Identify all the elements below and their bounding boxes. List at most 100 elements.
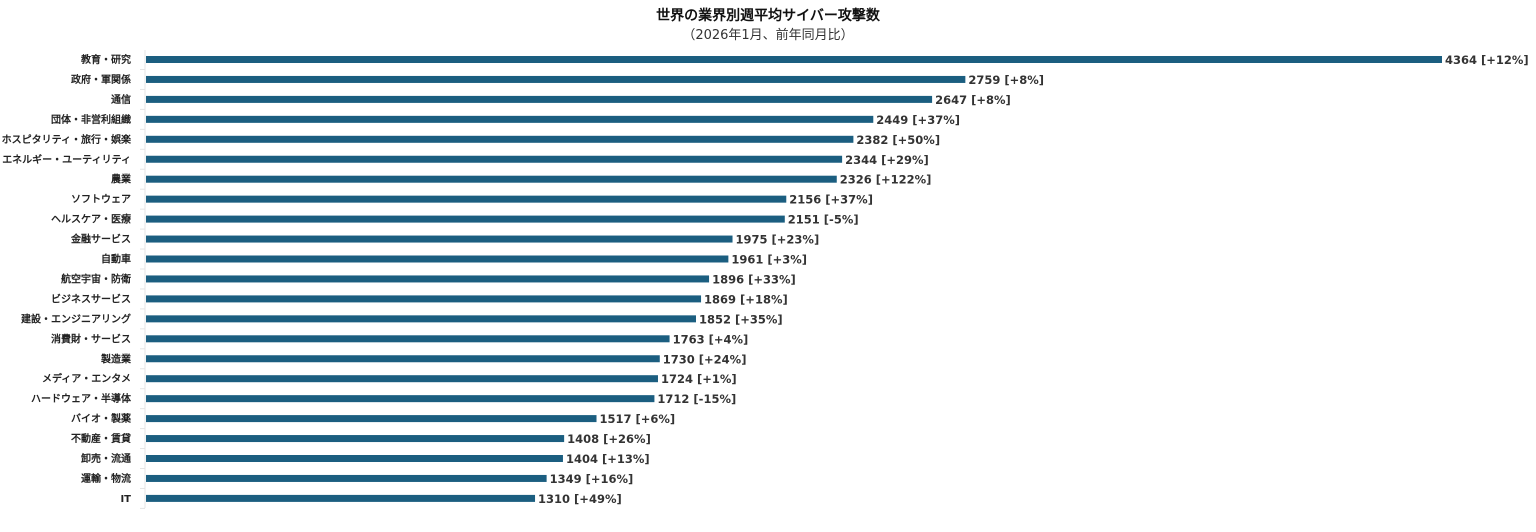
data-label: 4364 [+12%] [1445, 53, 1529, 67]
data-change: [-5%] [824, 213, 859, 227]
category-label: 建設・エンジニアリング [20, 312, 131, 325]
data-change: [+18%] [740, 292, 788, 306]
category-label: 航空宇宙・防衛 [61, 272, 131, 285]
data-label: 1730 [+24%] [663, 352, 747, 366]
data-change: [+35%] [735, 312, 783, 326]
bar [146, 375, 658, 383]
bar [146, 415, 597, 423]
data-value: 4364 [1445, 53, 1477, 67]
data-label: 1763 [+4%] [673, 332, 749, 346]
bar [146, 235, 733, 243]
bar [146, 255, 729, 263]
data-change: [+23%] [772, 233, 820, 247]
data-change: [+1%] [697, 372, 737, 386]
category-label: ハードウェア・半導体 [31, 392, 132, 405]
category-label: 農業 [111, 173, 132, 186]
data-change: [+3%] [767, 253, 807, 267]
data-value: 2647 [935, 93, 967, 107]
data-value: 1852 [699, 312, 731, 326]
category-label: IT [120, 494, 131, 505]
bar [146, 195, 787, 203]
data-value: 1310 [538, 492, 570, 506]
data-value: 2344 [845, 153, 877, 167]
chart-title: 世界の業界別週平均サイバー攻撃数 [656, 7, 881, 24]
bar [146, 395, 655, 403]
bar [146, 494, 536, 502]
data-change: [+33%] [748, 272, 796, 286]
data-label: 1869 [+18%] [704, 292, 788, 306]
category-label: 卸売・流通 [81, 452, 131, 465]
category-label: 金融サービス [70, 233, 131, 246]
category-label: 運輸・物流 [81, 472, 131, 485]
data-value: 1517 [600, 412, 632, 426]
data-change: [+122%] [876, 173, 932, 187]
data-label: 1404 [+13%] [566, 452, 650, 466]
category-label: ビジネスサービス [51, 292, 131, 305]
category-label: 団体・非営利組織 [51, 113, 131, 126]
bar [146, 75, 966, 83]
data-value: 2151 [788, 213, 820, 227]
category-label: ヘルスケア・医療 [51, 213, 131, 226]
data-change: [+29%] [881, 153, 929, 167]
data-value: 2449 [876, 113, 908, 127]
data-value: 2156 [789, 193, 821, 207]
data-value: 2759 [968, 73, 1000, 87]
data-label: 2382 [+50%] [856, 133, 940, 147]
data-change: [+26%] [603, 432, 651, 446]
data-value: 1869 [704, 292, 736, 306]
data-label: 1310 [+49%] [538, 492, 622, 506]
data-label: 1961 [+3%] [731, 253, 807, 267]
bar [146, 315, 696, 323]
data-label: 1975 [+23%] [736, 233, 820, 247]
category-label: 製造業 [100, 352, 132, 365]
data-label: 2344 [+29%] [845, 153, 929, 167]
bar [146, 155, 843, 163]
data-value: 2382 [856, 133, 888, 147]
data-label: 2449 [+37%] [876, 113, 960, 127]
category-label: 自動車 [101, 253, 131, 266]
data-change: [+50%] [892, 133, 940, 147]
chart-subtitle: （2026年1月、前年同月比） [682, 27, 853, 43]
data-value: 1730 [663, 352, 695, 366]
data-change: [+16%] [586, 472, 634, 486]
data-label: 1349 [+16%] [550, 472, 634, 486]
data-change: [+37%] [825, 193, 873, 207]
data-label: 2326 [+122%] [840, 173, 932, 187]
bar [146, 435, 565, 443]
data-change: [+12%] [1481, 53, 1529, 67]
category-label: ホスピタリティ・旅行・娯楽 [2, 133, 132, 146]
data-label: 1712 [-15%] [657, 392, 736, 406]
data-change: [+24%] [699, 352, 747, 366]
bar [146, 275, 710, 283]
bar [146, 115, 874, 123]
data-value: 1404 [566, 452, 598, 466]
bar [146, 95, 933, 103]
data-change: [-15%] [693, 392, 736, 406]
category-label: 通信 [111, 93, 131, 106]
data-change: [+49%] [574, 492, 622, 506]
data-value: 1712 [657, 392, 689, 406]
data-value: 1975 [736, 233, 768, 247]
data-label: 2647 [+8%] [935, 93, 1011, 107]
data-value: 1724 [661, 372, 693, 386]
data-value: 1408 [567, 432, 599, 446]
category-label: 政府・軍関係 [71, 73, 131, 86]
data-label: 1852 [+35%] [699, 312, 783, 326]
data-change: [+37%] [912, 113, 960, 127]
category-label: バイオ・製薬 [71, 412, 132, 425]
bar [146, 295, 702, 303]
data-change: [+4%] [709, 332, 749, 346]
bar [146, 474, 547, 482]
data-label: 1724 [+1%] [661, 372, 737, 386]
bar [146, 215, 785, 223]
category-label: メディア・エンタメ [42, 372, 131, 385]
data-change: [+8%] [1004, 73, 1044, 87]
data-label: 1408 [+26%] [567, 432, 651, 446]
data-value: 1896 [712, 272, 744, 286]
data-change: [+6%] [636, 412, 676, 426]
data-value: 1349 [550, 472, 582, 486]
data-label: 2156 [+37%] [789, 193, 873, 207]
bar [146, 56, 1442, 63]
data-value: 1763 [673, 332, 705, 346]
category-label: 教育・研究 [80, 53, 131, 66]
